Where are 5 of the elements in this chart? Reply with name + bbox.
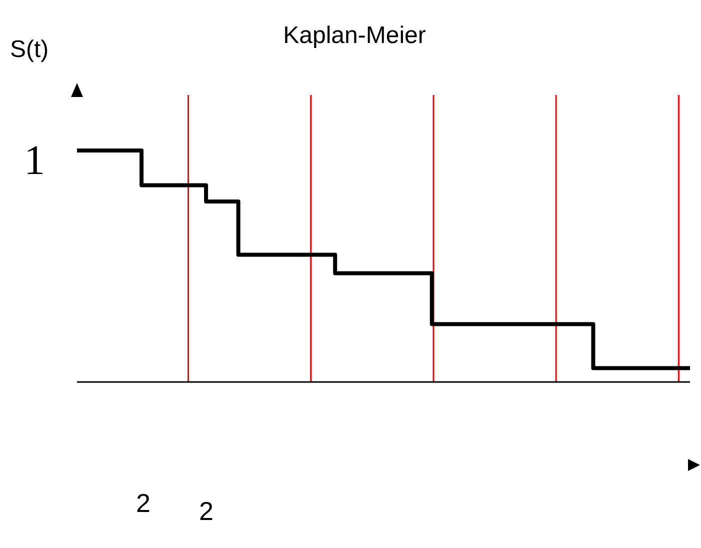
text: 2 xyxy=(136,488,150,519)
text: 1 xyxy=(24,136,45,185)
chart-title: Kaplan-Meier xyxy=(283,22,426,49)
y-axis-title: S(t) xyxy=(10,36,49,64)
text: 2 xyxy=(199,496,214,527)
